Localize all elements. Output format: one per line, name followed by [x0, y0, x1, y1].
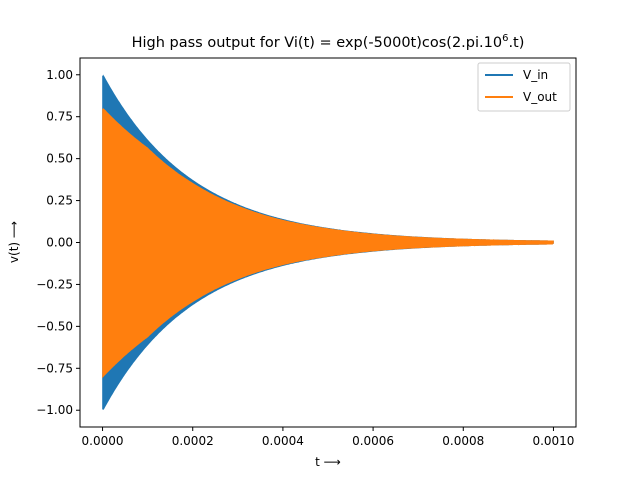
y-tick-label: 0.00: [46, 236, 73, 250]
y-tick-label: 0.75: [46, 110, 73, 124]
chart-title-tail: .t): [508, 35, 524, 51]
legend: V_in V_out: [477, 62, 571, 112]
chart-title: High pass output for Vi(t) = exp(-5000t)…: [132, 33, 525, 51]
y-tick-label: 1.00: [46, 68, 73, 82]
legend-label-v-in: V_in: [523, 68, 548, 82]
x-tick-label: 0.0010: [532, 434, 574, 448]
series-v-out: [102, 107, 554, 379]
chart-title-main: High pass output for Vi(t) = exp(-5000t)…: [132, 35, 503, 51]
y-tick-label: −1.00: [36, 403, 73, 417]
chart-title-superscript: 6: [502, 33, 508, 44]
y-tick-label: −0.25: [36, 277, 73, 291]
legend-label-v-out: V_out: [523, 90, 557, 104]
x-tick-label: 0.0006: [352, 434, 394, 448]
x-tick-label: 0.0008: [442, 434, 484, 448]
y-axis-label: v(t) ⟶: [7, 221, 21, 263]
x-axis-label: t ⟶: [315, 455, 341, 469]
y-tick-label: −0.75: [36, 361, 73, 375]
x-tick-label: 0.0002: [172, 434, 214, 448]
series-layer: [102, 74, 554, 410]
x-tick-label: 0.0000: [82, 434, 124, 448]
x-tick-label: 0.0004: [262, 434, 304, 448]
y-tick-label: 0.50: [46, 152, 73, 166]
y-tick-label: 0.25: [46, 194, 73, 208]
y-axis-ticks: 1.00 0.75 0.50 0.25 0.00 −0.25 −0.50 −0.75 −1.00: [36, 68, 80, 417]
x-axis-ticks: 0.0000 0.0002 0.0004 0.0006 0.0008 0.0010: [82, 427, 574, 448]
y-tick-label: −0.50: [36, 319, 73, 333]
